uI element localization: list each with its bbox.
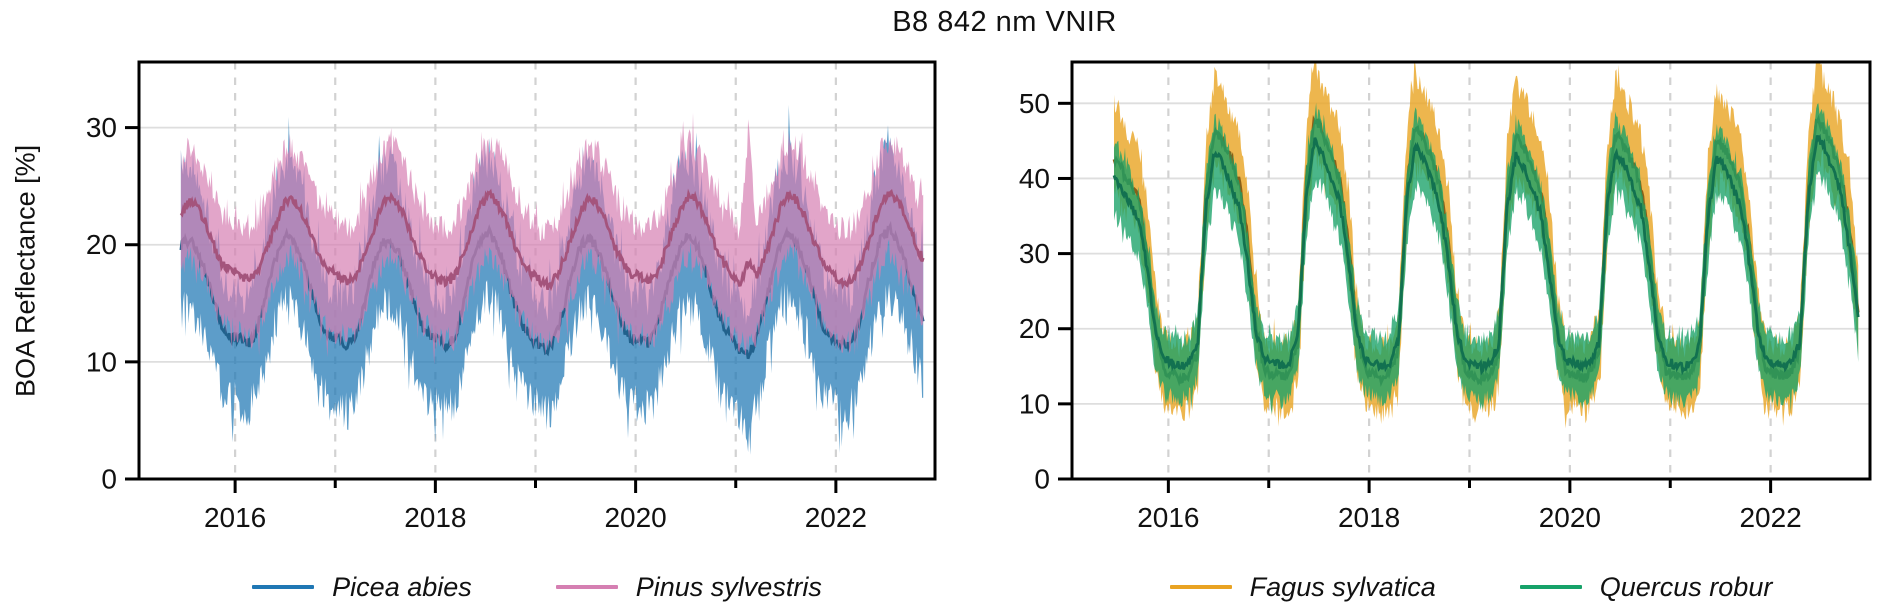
legend-label-pinus-sylvestris: Pinus sylvestris [635,571,822,602]
legend-label-picea-abies: Picea abies [332,571,472,602]
x-tick-label: 2016 [204,502,266,533]
x-tick-label: 2020 [1539,502,1601,533]
band-picea-abies [180,104,924,455]
x-tick-label: 2022 [805,502,867,533]
mean-line-pinus-sylvestris [179,188,925,292]
legend-item-quercus-robur: Quercus robur [1519,571,1773,603]
y-tick-label: 10 [1019,388,1050,419]
y-tick-label: 10 [86,346,117,377]
x-tick-label: 2022 [1739,502,1801,533]
y-tick-label: 40 [1019,163,1050,194]
picea-abies-line-swatch [252,585,315,589]
legend-label-quercus-robur: Quercus robur [1599,571,1773,602]
panel-conifers: 0 10 20 30 2016 2018 2020 2022 [86,60,937,533]
chart-title: B8 842 nm VNIR [892,6,1117,38]
quercus-robur-line-swatch [1519,585,1582,589]
y-tick-label: 20 [1019,313,1050,344]
x-tick-label: 2016 [1137,502,1199,533]
legend-item-fagus-sylvatica: Fagus sylvatica [1169,571,1436,603]
legend-item-pinus-sylvestris: Pinus sylvestris [555,571,822,603]
mean-line-quercus-robur [1112,133,1860,376]
fagus-sylvatica-line-swatch [1169,585,1232,589]
panel-conifers-series [179,104,925,455]
band-pinus-sylvestris [180,112,924,365]
band-quercus-robur [1114,102,1859,415]
panel-broadleaves-series [1112,62,1860,429]
x-tick-label: 2018 [1338,502,1400,533]
legend-broadleaves: Fagus sylvatica Quercus robur [1072,566,1870,608]
x-tick-label: 2020 [604,502,666,533]
legend-item-picea-abies: Picea abies [252,572,472,603]
pinus-sylvestris-line-swatch [555,585,618,589]
y-tick-label: 50 [1019,88,1050,119]
y-tick-label: 0 [1034,464,1050,495]
y-tick-label: 20 [86,229,117,260]
legend-conifers: Picea abies Pinus sylvestris [139,566,935,608]
legend-label-fagus-sylvatica: Fagus sylvatica [1249,571,1436,602]
y-tick-label: 30 [86,112,117,143]
y-tick-label: 0 [101,464,117,495]
panel-broadleaves: 0 10 20 30 40 50 2016 2018 2020 2022 [1019,60,1872,533]
y-tick-label: 30 [1019,238,1050,269]
x-tick-label: 2018 [404,502,466,533]
